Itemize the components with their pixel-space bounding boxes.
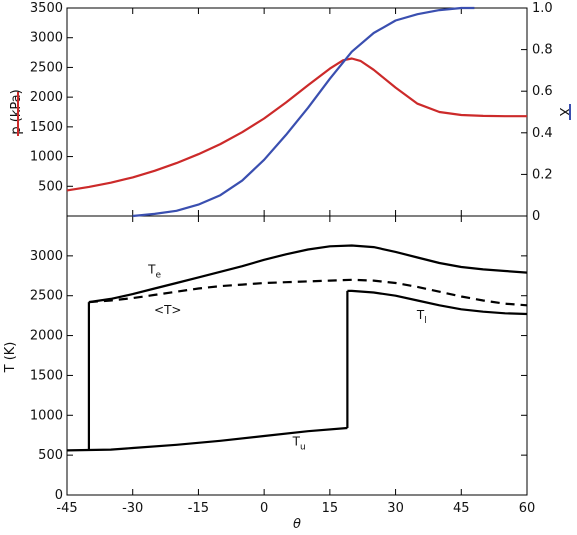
pressure-curve bbox=[66, 57, 527, 192]
temperature-curve-t bbox=[88, 278, 528, 307]
x-tick-label: 15 bbox=[322, 501, 339, 516]
top-right-tick-label: 0.2 bbox=[532, 167, 553, 182]
x-axis-title: θ bbox=[293, 517, 301, 532]
top-left-tick-label: 1000 bbox=[30, 150, 63, 165]
bottom-y-tick-label: 3000 bbox=[30, 249, 63, 264]
top-left-axis-ticks: 500 1000 1500 2000 2500 3000 3500 bbox=[30, 1, 73, 194]
curve-label-subscript: l bbox=[424, 316, 427, 326]
right-axis-title-x: X bbox=[556, 108, 571, 117]
temperature-curve-tl bbox=[347, 289, 528, 316]
bottom-y-axis-ticks: 0 500 1000 1500 2000 2500 3000 bbox=[30, 249, 527, 503]
top-right-tick-label: 0.4 bbox=[532, 126, 553, 141]
bottom-y-tick-label: 0 bbox=[55, 488, 63, 503]
top-right-tick-label: 0.8 bbox=[532, 43, 553, 58]
top-left-tick-label: 2000 bbox=[30, 90, 63, 105]
left-axis-title-p: p (kPa) bbox=[9, 89, 24, 134]
bottom-series-group bbox=[66, 244, 528, 452]
top-left-tick-label: 1500 bbox=[30, 120, 63, 135]
top-right-axis-ticks: 0 0.2 0.4 0.6 0.8 1.0 bbox=[521, 1, 553, 224]
x-tick-label: -30 bbox=[122, 501, 143, 516]
x-tick-label: -45 bbox=[56, 501, 77, 516]
curve-label: Te bbox=[147, 262, 161, 280]
mass-fraction-curve bbox=[132, 6, 475, 218]
temperature-curve-te bbox=[88, 244, 528, 304]
bottom-y-tick-label: 1000 bbox=[30, 408, 63, 423]
top-series-group bbox=[66, 6, 527, 218]
curve-label: Tl bbox=[416, 308, 427, 326]
top-left-tick-label: 3500 bbox=[30, 1, 63, 16]
x-tick-label: -15 bbox=[188, 501, 209, 516]
top-left-tick-label: 2500 bbox=[30, 60, 63, 75]
x-tick-label: 30 bbox=[387, 501, 404, 516]
top-right-tick-label: 1.0 bbox=[532, 1, 553, 16]
bottom-y-tick-label: 2500 bbox=[30, 289, 63, 304]
curve-label: <T> bbox=[154, 303, 181, 317]
top-right-tick-label: 0 bbox=[532, 209, 540, 224]
curve-label-subscript: u bbox=[300, 443, 306, 453]
temperature-curve-tu bbox=[66, 426, 348, 452]
curve-labels: Te <T> Tl Tu bbox=[147, 262, 427, 452]
bottom-y-tick-label: 2000 bbox=[30, 329, 63, 344]
curve-label: Tu bbox=[292, 435, 306, 453]
bottom-panel-frame bbox=[66, 215, 528, 496]
x-tick-label: 60 bbox=[519, 501, 536, 516]
x-axis-ticks: -45 -30 -15 0 15 30 45 60 bbox=[56, 8, 535, 516]
top-left-tick-label: 500 bbox=[38, 179, 63, 194]
bottom-y-axis-title: T (K) bbox=[3, 342, 18, 374]
top-left-tick-label: 3000 bbox=[30, 31, 63, 46]
top-panel-frame bbox=[66, 7, 528, 217]
x-tick-label: 0 bbox=[260, 501, 268, 516]
bottom-y-tick-label: 1500 bbox=[30, 368, 63, 383]
top-right-tick-label: 0.6 bbox=[532, 84, 553, 99]
x-tick-label: 45 bbox=[453, 501, 470, 516]
bottom-y-tick-label: 500 bbox=[38, 448, 63, 463]
curve-label-subscript: e bbox=[156, 270, 162, 280]
